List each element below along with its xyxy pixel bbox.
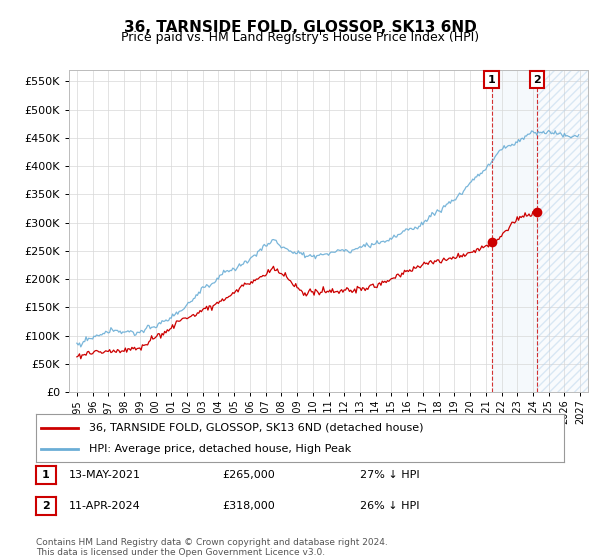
Text: HPI: Average price, detached house, High Peak: HPI: Average price, detached house, High… — [89, 444, 351, 454]
Text: £265,000: £265,000 — [222, 470, 275, 480]
Bar — [537, 70, 588, 392]
Text: 1: 1 — [42, 470, 50, 480]
Text: 1: 1 — [488, 75, 496, 85]
Text: 27% ↓ HPI: 27% ↓ HPI — [360, 470, 419, 480]
Bar — [537, 70, 588, 392]
Text: 2: 2 — [42, 501, 50, 511]
Text: 11-APR-2024: 11-APR-2024 — [69, 501, 141, 511]
Text: 26% ↓ HPI: 26% ↓ HPI — [360, 501, 419, 511]
Text: 36, TARNSIDE FOLD, GLOSSOP, SK13 6ND (detached house): 36, TARNSIDE FOLD, GLOSSOP, SK13 6ND (de… — [89, 423, 424, 433]
Text: 36, TARNSIDE FOLD, GLOSSOP, SK13 6ND: 36, TARNSIDE FOLD, GLOSSOP, SK13 6ND — [124, 20, 476, 35]
Bar — [491, 70, 537, 392]
Text: 13-MAY-2021: 13-MAY-2021 — [69, 470, 141, 480]
Text: Contains HM Land Registry data © Crown copyright and database right 2024.
This d: Contains HM Land Registry data © Crown c… — [36, 538, 388, 557]
Text: Price paid vs. HM Land Registry's House Price Index (HPI): Price paid vs. HM Land Registry's House … — [121, 31, 479, 44]
Text: 2: 2 — [533, 75, 541, 85]
Text: £318,000: £318,000 — [222, 501, 275, 511]
